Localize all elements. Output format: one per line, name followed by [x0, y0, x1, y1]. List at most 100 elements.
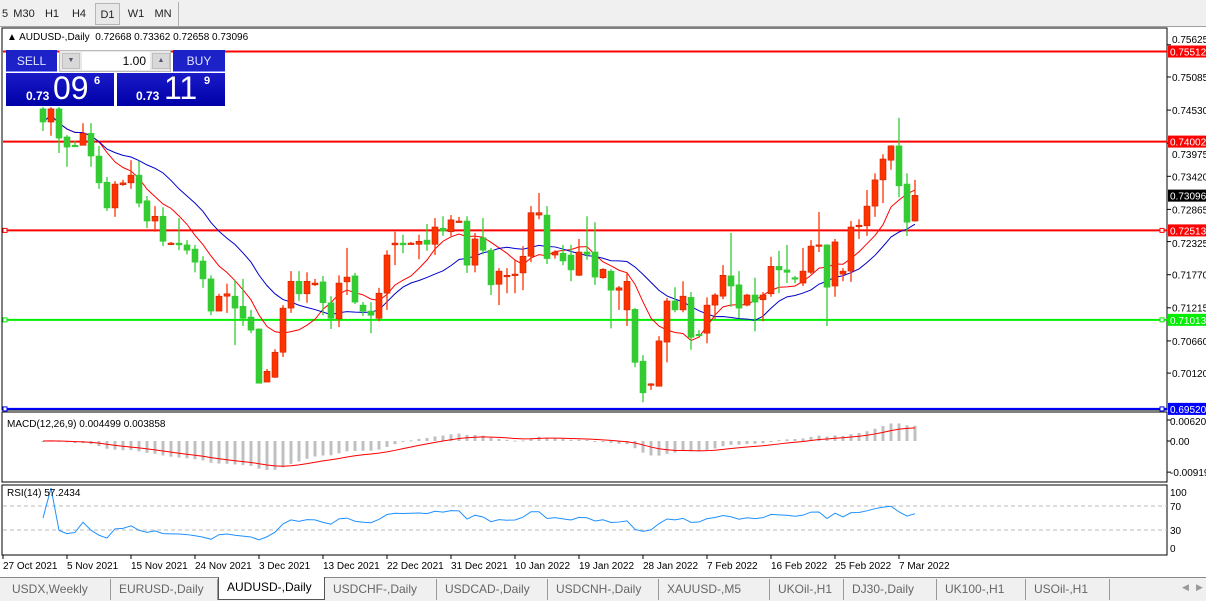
- candle-body: [895, 145, 903, 187]
- candle-body: [695, 334, 703, 337]
- macd-histogram-bar: [777, 440, 781, 442]
- lot-decrease-icon[interactable]: ▼: [62, 53, 80, 69]
- candle: [311, 278, 319, 287]
- macd-histogram-bar: [393, 441, 397, 445]
- tab-usoil-h1[interactable]: USOil-,H1: [1026, 579, 1110, 600]
- tab-ukoil-h1[interactable]: UKOil-,H1: [770, 579, 844, 600]
- timeframe-m15[interactable]: 5: [1, 8, 9, 20]
- candle: [383, 250, 391, 310]
- macd-histogram-bar: [377, 441, 381, 450]
- sell-price-box[interactable]: 0.73 09 6: [6, 70, 114, 106]
- candle: [215, 293, 223, 312]
- scroll-right-icon[interactable]: ▶: [1196, 582, 1203, 592]
- candle-body: [343, 276, 351, 283]
- candle: [631, 308, 639, 368]
- candle: [783, 244, 791, 284]
- date-label: 13 Dec 2021: [323, 561, 380, 572]
- tab-usdchf-daily[interactable]: USDCHF-,Daily: [325, 579, 437, 600]
- candle: [55, 107, 63, 154]
- macd-histogram-bar: [857, 432, 861, 441]
- candle: [743, 293, 751, 307]
- candle-body: [199, 260, 207, 280]
- macd-histogram-bar: [681, 441, 685, 451]
- candle-body: [103, 181, 111, 209]
- tab-dj30-daily[interactable]: DJ30-,Daily: [844, 579, 937, 600]
- timeframe-d1[interactable]: D1: [95, 3, 120, 25]
- candle-body: [687, 297, 695, 338]
- tab-eurusd-daily[interactable]: EURUSD-,Daily: [111, 579, 218, 600]
- candle-body: [671, 300, 679, 311]
- candle: [567, 244, 575, 282]
- buy-price-box[interactable]: 0.73 11 9: [117, 70, 225, 106]
- candle: [471, 232, 479, 273]
- candle-body: [815, 244, 823, 247]
- candle: [767, 256, 775, 297]
- collapse-triangle-icon[interactable]: ▲: [7, 32, 20, 43]
- lot-increase-icon[interactable]: ▲: [152, 53, 170, 69]
- tab-usdcad-daily[interactable]: USDCAD-,Daily: [437, 579, 548, 600]
- date-label: 24 Nov 2021: [195, 561, 252, 572]
- tab-audusd-daily[interactable]: AUDUSD-,Daily: [218, 577, 325, 600]
- candle-body: [215, 295, 223, 312]
- sell-button[interactable]: SELL: [6, 50, 57, 72]
- candle-body: [631, 308, 639, 363]
- candle: [791, 275, 799, 284]
- macd-histogram-bar: [225, 441, 229, 464]
- tab-uk100-h1[interactable]: UK100-,H1: [937, 579, 1026, 600]
- timeframe-mn[interactable]: MN: [154, 8, 172, 20]
- macd-histogram-bar: [41, 441, 45, 442]
- lot-size-stepper[interactable]: ▼ 1.00 ▲: [59, 50, 171, 72]
- macd-histogram-bar: [425, 437, 429, 441]
- candle: [263, 368, 271, 383]
- level-price-badge: [1168, 402, 1206, 415]
- macd-histogram-bar: [441, 435, 445, 441]
- candle-body: [63, 136, 71, 148]
- macd-tick-label: -0.00919: [1170, 468, 1206, 479]
- date-label: 16 Feb 2022: [771, 561, 828, 572]
- candle: [199, 256, 207, 288]
- price-chart[interactable]: 0.75625 0.75085 0.74530 0.73975 0.73420 0.728…: [0, 27, 1206, 577]
- timeframe-h4[interactable]: H4: [71, 8, 87, 20]
- price-tick-label: 0.72865: [1172, 205, 1206, 216]
- candle: [367, 302, 375, 334]
- macd-histogram-bar: [537, 436, 541, 441]
- macd-histogram-bar: [409, 440, 413, 442]
- rsi-pane-border: [1, 484, 1168, 556]
- tab-usdx-weekly[interactable]: USDX,Weekly: [4, 579, 111, 600]
- macd-histogram-bar: [753, 441, 757, 444]
- buy-price-big: 11: [164, 70, 198, 106]
- candle: [727, 232, 735, 307]
- buy-button[interactable]: BUY: [173, 50, 225, 72]
- rsi-tick-label: 70: [1170, 502, 1182, 513]
- macd-histogram-bar: [385, 441, 389, 447]
- timeframe-m30[interactable]: M30: [13, 8, 35, 20]
- candle: [407, 241, 415, 245]
- candle: [759, 292, 767, 322]
- macd-histogram-bar: [913, 425, 917, 441]
- candle-body: [855, 224, 863, 228]
- candle: [319, 275, 327, 316]
- candle: [239, 278, 247, 326]
- lot-size-input[interactable]: 1.00: [82, 52, 150, 70]
- macd-histogram-bar: [249, 441, 253, 466]
- timeframe-h1[interactable]: H1: [44, 8, 60, 20]
- candle-body: [351, 275, 359, 303]
- macd-histogram-bar: [713, 441, 717, 449]
- candle: [335, 275, 343, 328]
- tab-usdcnh-daily[interactable]: USDCNH-,Daily: [548, 579, 659, 600]
- candle-body: [639, 360, 647, 394]
- scroll-left-icon[interactable]: ◀: [1182, 582, 1189, 592]
- candle: [903, 173, 911, 236]
- timeframe-w1[interactable]: W1: [127, 8, 145, 20]
- date-label: 27 Oct 2021: [3, 561, 58, 572]
- candle-body: [295, 280, 303, 295]
- macd-histogram-bar: [617, 441, 621, 444]
- candle-body: [503, 275, 511, 278]
- candle: [871, 173, 879, 217]
- candle: [695, 330, 703, 337]
- macd-histogram-bar: [641, 441, 645, 453]
- macd-histogram-bar: [737, 441, 741, 445]
- macd-histogram-bar: [401, 441, 405, 443]
- tab-xauusd-m5[interactable]: XAUUSD-,M5: [659, 579, 770, 600]
- candle: [679, 281, 687, 313]
